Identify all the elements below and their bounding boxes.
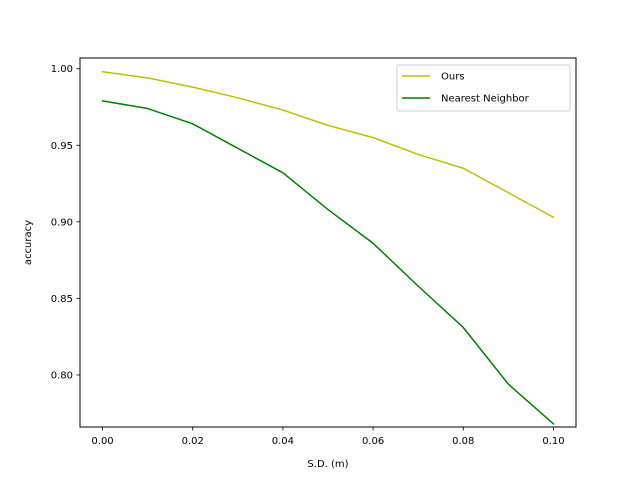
y-tick-label: 0.85 <box>51 294 73 305</box>
y-tick-label: 0.90 <box>51 217 73 228</box>
x-tick-label: 0.06 <box>362 436 384 447</box>
y-axis-ticks: 0.80 0.85 0.90 0.95 1.00 <box>51 64 80 381</box>
x-tick-label: 0.04 <box>272 436 294 447</box>
y-tick-label: 0.80 <box>51 370 73 381</box>
y-tick-label: 1.00 <box>51 64 73 75</box>
legend-label-1: Nearest Neighbor <box>441 94 530 105</box>
plot-frame <box>79 57 577 428</box>
legend-label-0: Ours <box>441 72 465 83</box>
legend: Ours Nearest Neighbor <box>396 64 571 112</box>
series-layer <box>101 70 555 425</box>
x-tick-label: 0.08 <box>452 436 474 447</box>
y-tick-label: 0.95 <box>51 141 73 152</box>
series-line-0 <box>101 70 555 219</box>
x-tick-label: 0.10 <box>542 436 564 447</box>
series-line-1 <box>101 100 555 425</box>
x-tick-label: 0.02 <box>182 436 204 447</box>
x-tick-label: 0.00 <box>91 436 113 447</box>
x-axis-ticks: 0.00 0.02 0.04 0.06 0.08 0.10 <box>91 427 565 447</box>
legend-box <box>396 64 571 112</box>
y-axis-label: accuracy <box>23 220 34 265</box>
x-axis-label: S.D. (m) <box>307 459 348 470</box>
